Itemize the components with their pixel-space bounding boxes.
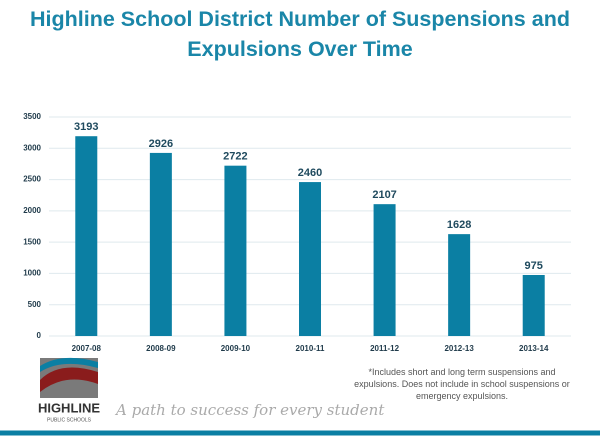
y-tick-label: 2000: [23, 206, 41, 215]
x-tick-label: 2012-13: [444, 344, 474, 353]
bar: [373, 204, 396, 336]
y-tick-label: 500: [28, 300, 42, 309]
x-tick-label: 2007-08: [72, 344, 102, 353]
x-tick-label: 2008-09: [146, 344, 176, 353]
x-tick-label: 2011-12: [370, 344, 399, 353]
chart-title: Highline School District Number of Suspe…: [30, 7, 570, 61]
y-tick-label: 1500: [23, 237, 41, 246]
y-tick-label: 2500: [23, 175, 41, 184]
data-label: 3193: [74, 121, 98, 133]
y-tick-label: 1000: [23, 269, 41, 278]
bar: [299, 182, 321, 336]
bar: [224, 165, 247, 336]
data-label: 2926: [149, 138, 173, 150]
tagline: A path to success for every student: [114, 401, 385, 419]
y-tick-label: 3500: [23, 112, 41, 121]
y-tick-label: 3000: [23, 143, 41, 152]
data-label: 975: [525, 260, 543, 272]
bar: [75, 136, 98, 336]
footnote: *Includes short and long term suspension…: [354, 367, 570, 401]
data-label: 2722: [223, 151, 247, 163]
logo: HIGHLINE PUBLIC SCHOOLS: [38, 357, 100, 423]
data-label: 2460: [298, 167, 322, 179]
x-tick-label: 2009-10: [221, 344, 251, 353]
x-tick-label: 2013-14: [519, 344, 549, 353]
bar: [448, 234, 471, 336]
bar: [149, 152, 172, 336]
logo-name: HIGHLINE: [38, 400, 100, 415]
x-tick-label: 2010-11: [296, 344, 325, 353]
bar: [522, 274, 545, 336]
logo-subtitle: PUBLIC SCHOOLS: [47, 417, 92, 423]
data-label: 2107: [372, 189, 396, 201]
y-tick-label: 0: [37, 331, 42, 340]
data-label: 1628: [447, 219, 471, 231]
